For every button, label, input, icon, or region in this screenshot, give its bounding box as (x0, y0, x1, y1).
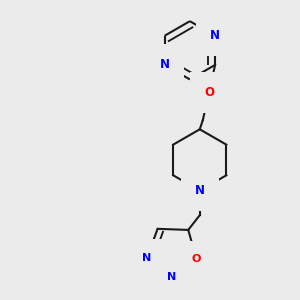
Text: N: N (195, 184, 205, 197)
Text: O: O (192, 254, 201, 264)
Text: N: N (167, 272, 176, 281)
Text: N: N (210, 29, 220, 42)
Text: N: N (142, 253, 152, 262)
Text: O: O (204, 86, 214, 99)
Text: N: N (160, 58, 170, 71)
